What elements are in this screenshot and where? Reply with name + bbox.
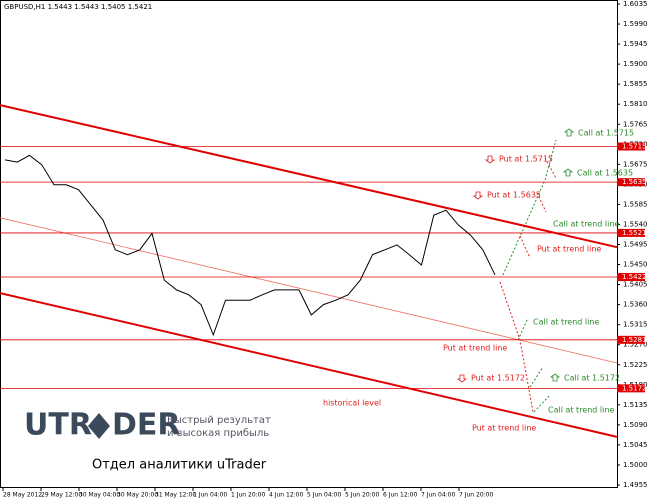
level-label: 1.5715 [622,143,647,151]
annotation: Put at 1.5172 [471,374,525,383]
y-tick-label: 1.4955 [623,481,648,489]
x-tick-label: 6 Jun 12:00 [383,492,417,499]
annotation: Put at 1.5635 [487,191,541,200]
level-tag [617,142,645,151]
annotation-arrow [549,373,561,382]
logo-left: UTR [24,408,92,443]
annotation: Call at 1.5172 [564,374,620,383]
y-tick-label: 1.5540 [623,220,648,228]
annotation: Put at trend line [443,344,507,353]
level-tag [617,273,645,282]
annotation: Call at 1.5715 [578,129,634,138]
annotation: Call at trend line [533,318,599,327]
y-tick-label: 1.5405 [623,281,648,289]
caption: Отдел аналитики uTrader [92,458,267,473]
annotation-arrow [472,191,484,200]
price-line [4,154,496,337]
annotation-arrow [563,128,575,137]
trend-line [0,292,618,438]
y-tick-label: 1.5855 [623,80,648,88]
annotation: Put at trend line [537,245,601,254]
trend-line [0,217,618,364]
annotation: Call at 1.5635 [577,169,633,178]
trend-line [0,104,618,249]
x-tick-label: 30 May 20:00 [117,492,158,499]
y-tick-label: 1.5990 [623,20,648,28]
logo-right: DER [112,408,181,443]
y-tick-label: 1.5585 [623,200,648,208]
y-tick-label: 1.5270 [623,341,648,349]
y-tick-label: 1.5765 [623,120,648,128]
x-tick-label: 31 May 12:00 [155,492,196,499]
level-label: 1.5521 [622,229,647,237]
y-tick-label: 1.5810 [623,100,648,108]
x-tick-label: 29 May 12:00 [41,492,82,499]
level-tag [617,384,645,393]
y-tick-label: 1.5225 [623,361,648,369]
x-tick-label: 1 Jun 04:00 [193,492,227,499]
y-tick-label: 1.6035 [623,0,648,8]
y-tick-label: 1.5675 [623,160,648,168]
annotation-arrow [562,168,574,177]
level-label: 1.5281 [622,336,647,344]
level-tag [617,335,645,344]
slogan: Быстрый результат [167,415,271,426]
annotation-arrow [484,155,496,164]
level-tag [617,178,645,187]
y-tick-label: 1.5450 [623,261,648,269]
y-tick-label: 1.5900 [623,60,648,68]
y-tick-label: 1.5135 [623,401,648,409]
y-tick-label: 1.5090 [623,421,648,429]
x-tick-label: 7 Jun 04:00 [421,492,455,499]
level-label: 1.5422 [622,273,647,281]
x-tick-label: 7 Jun 20:00 [459,492,493,499]
x-tick-label: 4 Jun 12:00 [269,492,303,499]
level-label: 1.5635 [622,178,647,186]
x-tick-label: 5 Jun 20:00 [345,492,379,499]
x-tick-label: 28 May 2012 [3,492,42,499]
chart-title: GBPUSD,H1 1.5443 1.5443 1.5405 1.5421 [4,3,152,11]
annotation: Call at trend line [548,406,614,415]
annotation: Put at trend line [472,424,536,433]
x-tick-label: 5 Jun 04:00 [307,492,341,499]
level-tag [617,228,645,237]
annotation-arrow [456,374,468,383]
y-tick-label: 1.5315 [623,321,648,329]
annotation: Put at 1.5715 [499,155,553,164]
y-tick-label: 1.5000 [623,461,648,469]
annotation: historical level [323,399,381,408]
y-tick-label: 1.5360 [623,301,648,309]
level-label: 1.5172 [622,384,647,392]
logo-diamond [88,413,110,439]
x-tick-label: 1 Jun 20:00 [231,492,265,499]
y-tick-label: 1.5045 [623,441,648,449]
y-tick-label: 1.5945 [623,40,648,48]
plot-frame [0,0,618,488]
y-tick-label: 1.5495 [623,241,648,249]
slogan: и высокая прибыль [167,428,269,439]
annotation: Call at trend line [553,220,619,229]
x-tick-label: 30 May 04:00 [79,492,120,499]
